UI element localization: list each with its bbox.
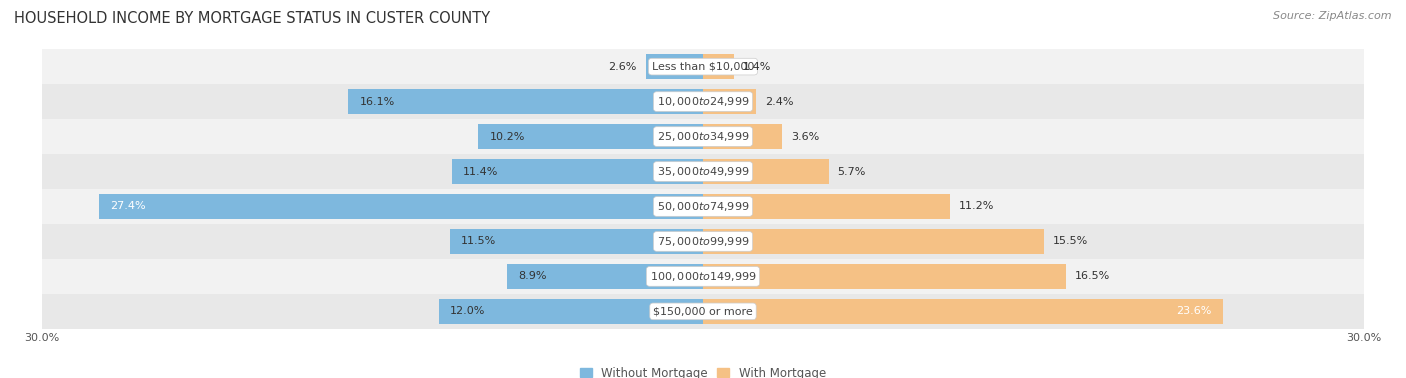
Bar — [703, 124, 782, 149]
Bar — [42, 154, 1364, 189]
Text: Source: ZipAtlas.com: Source: ZipAtlas.com — [1274, 11, 1392, 21]
Text: 15.5%: 15.5% — [1053, 237, 1088, 246]
Bar — [349, 89, 703, 114]
Text: 11.2%: 11.2% — [959, 201, 994, 211]
Text: $50,000 to $74,999: $50,000 to $74,999 — [657, 200, 749, 213]
Bar — [645, 54, 703, 79]
Text: 27.4%: 27.4% — [111, 201, 146, 211]
Bar — [42, 294, 1364, 329]
Bar — [703, 54, 734, 79]
Bar — [42, 259, 1364, 294]
Text: 2.6%: 2.6% — [609, 62, 637, 71]
Text: 2.4%: 2.4% — [765, 97, 793, 107]
Text: 16.1%: 16.1% — [360, 97, 395, 107]
Bar — [703, 229, 1045, 254]
Bar — [42, 49, 1364, 84]
Bar — [703, 194, 949, 219]
Bar — [508, 264, 703, 289]
Bar — [451, 159, 703, 184]
Text: Less than $10,000: Less than $10,000 — [652, 62, 754, 71]
Bar — [703, 299, 1223, 324]
Text: $75,000 to $99,999: $75,000 to $99,999 — [657, 235, 749, 248]
Bar — [450, 229, 703, 254]
Bar — [100, 194, 703, 219]
Bar — [703, 89, 756, 114]
Bar — [703, 159, 828, 184]
Text: HOUSEHOLD INCOME BY MORTGAGE STATUS IN CUSTER COUNTY: HOUSEHOLD INCOME BY MORTGAGE STATUS IN C… — [14, 11, 491, 26]
Text: 1.4%: 1.4% — [742, 62, 770, 71]
Text: 8.9%: 8.9% — [517, 271, 547, 281]
Text: 16.5%: 16.5% — [1076, 271, 1111, 281]
Bar — [42, 224, 1364, 259]
Text: $35,000 to $49,999: $35,000 to $49,999 — [657, 165, 749, 178]
Text: $150,000 or more: $150,000 or more — [654, 307, 752, 316]
Bar — [42, 84, 1364, 119]
Text: 11.4%: 11.4% — [463, 167, 498, 177]
Bar — [478, 124, 703, 149]
Text: 11.5%: 11.5% — [461, 237, 496, 246]
Text: $100,000 to $149,999: $100,000 to $149,999 — [650, 270, 756, 283]
Bar — [42, 119, 1364, 154]
Text: 23.6%: 23.6% — [1177, 307, 1212, 316]
Text: 10.2%: 10.2% — [489, 132, 524, 141]
Text: 5.7%: 5.7% — [838, 167, 866, 177]
Text: $10,000 to $24,999: $10,000 to $24,999 — [657, 95, 749, 108]
Bar — [703, 264, 1066, 289]
Text: 3.6%: 3.6% — [792, 132, 820, 141]
Text: 12.0%: 12.0% — [450, 307, 485, 316]
Text: $25,000 to $34,999: $25,000 to $34,999 — [657, 130, 749, 143]
Bar — [439, 299, 703, 324]
Bar — [42, 189, 1364, 224]
Legend: Without Mortgage, With Mortgage: Without Mortgage, With Mortgage — [575, 362, 831, 378]
